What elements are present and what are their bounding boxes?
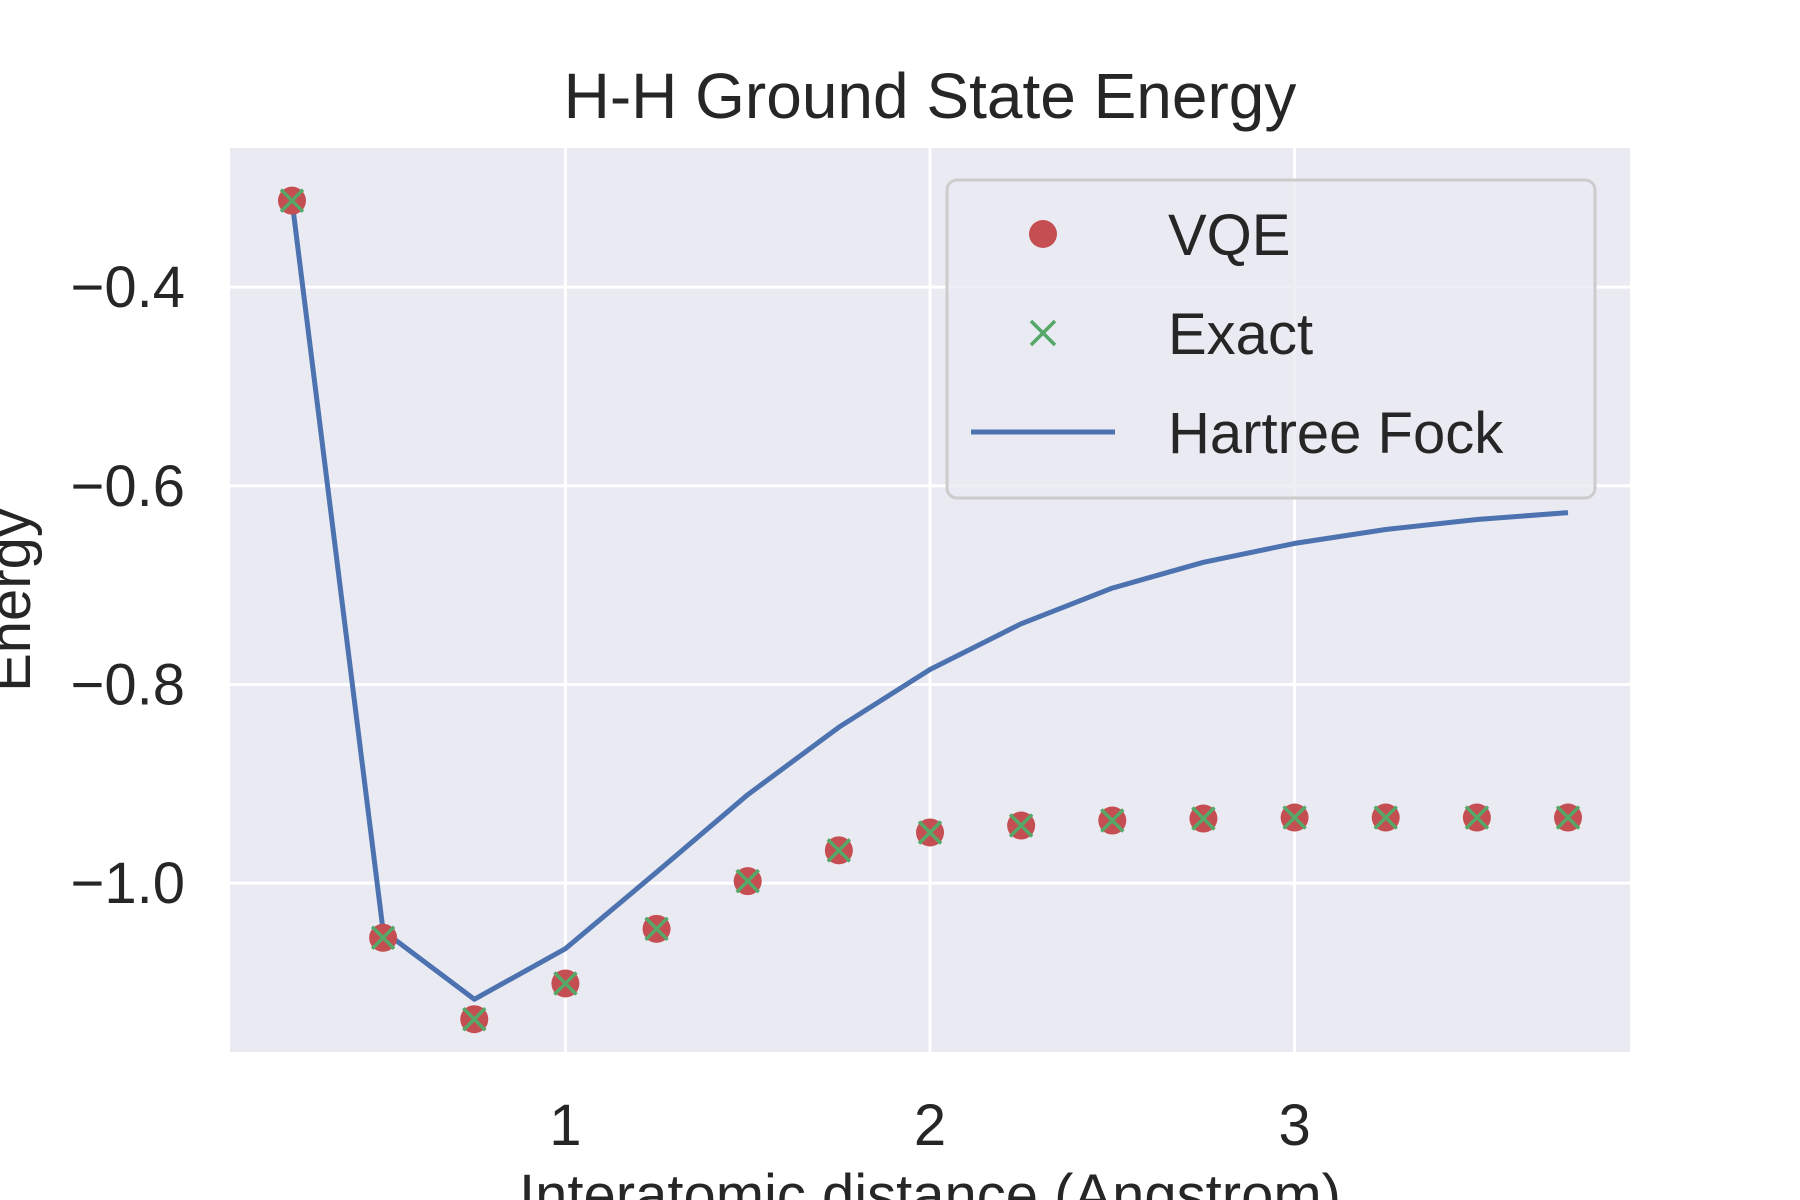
legend: VQE Exact Hartree Fock: [945, 178, 1597, 500]
x-tick-label: 2: [914, 1093, 946, 1158]
legend-vqe-label: VQE: [1168, 203, 1291, 268]
exact-point: [462, 1006, 487, 1032]
legend-hartree-fock-label: Hartree Fock: [1168, 401, 1504, 466]
exact-point: [826, 838, 852, 863]
y-tick-label: −0.4: [71, 255, 186, 320]
axis-ticks: 1 2 3 −0.4 −0.6 −0.8 −1.0: [71, 255, 1311, 1158]
y-tick-label: −1.0: [71, 851, 186, 916]
legend-vqe-marker: [1029, 220, 1057, 248]
hartree-fock-line: [289, 200, 1569, 1002]
exact-point: [735, 868, 760, 894]
exact-point: [917, 820, 943, 845]
exact-point: [1191, 806, 1216, 831]
legend-box: [945, 178, 1597, 500]
y-tick-label: −0.8: [71, 652, 186, 717]
exact-point: [1464, 805, 1490, 830]
exact-point: [1282, 805, 1307, 830]
exact-point: [1555, 805, 1581, 830]
exact-point: [644, 916, 669, 942]
exact-point: [279, 188, 305, 213]
exact-point: [553, 971, 578, 996]
hartree-fock-series: [289, 200, 1569, 1002]
exact-point: [1373, 805, 1398, 830]
x-axis-label: Interatomic distance (Angstrom): [519, 1163, 1341, 1200]
exact-point: [1008, 813, 1034, 838]
legend-exact-label: Exact: [1168, 302, 1313, 367]
y-axis-label: Energy: [0, 508, 43, 692]
x-tick-label: 1: [549, 1093, 581, 1158]
y-tick-label: −0.6: [71, 454, 186, 519]
exact-series: [279, 188, 1581, 1032]
exact-point: [370, 925, 396, 950]
x-tick-label: 3: [1278, 1093, 1310, 1158]
exact-point: [1100, 808, 1125, 833]
chart-title: H-H Ground State Energy: [564, 60, 1297, 132]
legend-exact-marker: [1029, 319, 1057, 347]
